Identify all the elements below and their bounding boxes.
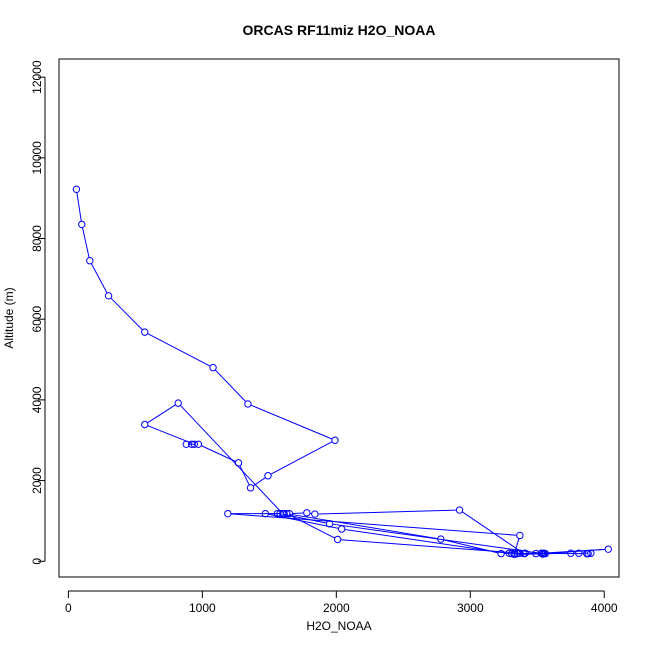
data-point (78, 220, 86, 229)
data-point (276, 509, 284, 518)
series-segment (283, 513, 327, 524)
series-segment (289, 513, 438, 540)
series-segment (517, 552, 568, 555)
data-point (141, 328, 149, 336)
data-point (224, 509, 232, 518)
x-tick-label: 1000 (189, 601, 216, 615)
y-tick-label: 2000 (30, 467, 44, 494)
y-tick-label: 0 (30, 558, 44, 565)
data-point (331, 436, 339, 444)
plot-frame (58, 58, 620, 578)
y-tick-label: 12000 (30, 60, 44, 94)
series-segment (147, 333, 211, 367)
x-axis-label: H2O_NOAA (306, 619, 371, 633)
series-segment (76, 192, 82, 222)
series-segment (289, 514, 336, 539)
data-point (575, 549, 583, 557)
series-segment (110, 297, 143, 331)
series-layer (72, 185, 612, 559)
data-point (303, 509, 311, 517)
series-segment (201, 445, 236, 462)
series-segment (250, 404, 333, 440)
data-point (72, 185, 81, 194)
series-segment (344, 528, 512, 555)
y-tick-label: 10000 (30, 141, 44, 175)
data-point (190, 440, 199, 448)
series-segment (461, 511, 522, 553)
y-tick-label: 4000 (30, 386, 44, 413)
data-point (437, 535, 445, 543)
series-segment (147, 425, 192, 444)
data-point (455, 506, 464, 514)
data-point (311, 510, 319, 518)
series-segment (230, 513, 517, 536)
data-point (234, 459, 243, 467)
data-point (244, 400, 252, 408)
data-point (567, 549, 575, 557)
data-point (273, 509, 282, 518)
data-point (337, 525, 346, 533)
data-point (182, 440, 190, 448)
data-point (325, 520, 334, 528)
data-point (285, 509, 294, 518)
data-point (246, 484, 255, 492)
series-segment (90, 263, 108, 294)
series-segment (548, 548, 606, 554)
y-axis-label: Altitude (m) (2, 287, 16, 348)
data-point (540, 549, 548, 558)
data-point (187, 440, 196, 448)
data-point (584, 549, 592, 558)
data-point (333, 535, 342, 544)
data-point (86, 257, 94, 265)
y-tick-label: 6000 (30, 306, 44, 333)
data-point (104, 292, 113, 300)
axes-layer: 0 1000 2000 3000 4000 0 2000 4000 6000 8000 10000 1… (30, 60, 618, 615)
data-point (587, 549, 595, 557)
series-segment (214, 369, 247, 402)
series-segment (292, 512, 304, 515)
data-point (532, 549, 540, 558)
data-point (264, 472, 272, 480)
chart-title: ORCAS RF11miz H2O_NOAA (243, 22, 436, 38)
x-tick-label: 4000 (591, 601, 618, 615)
data-point (516, 549, 524, 557)
series-segment (147, 404, 176, 424)
data-point (141, 420, 149, 429)
series-segment (180, 405, 281, 512)
data-point (505, 549, 513, 557)
data-point (516, 531, 524, 540)
x-tick-label: 0 (65, 601, 72, 615)
data-point (520, 549, 528, 558)
data-point (508, 549, 516, 558)
series-segment (239, 465, 250, 486)
x-tick-label: 3000 (457, 601, 484, 615)
series-segment (270, 441, 333, 475)
series-segment (318, 509, 457, 515)
data-point (261, 509, 270, 518)
y-tick-label: 8000 (30, 225, 44, 252)
series-segment (81, 227, 90, 258)
series-segment (332, 523, 540, 554)
data-point (174, 399, 182, 407)
data-point (497, 549, 505, 558)
x-tick-label: 2000 (323, 601, 350, 615)
data-point (209, 363, 217, 372)
data-point (604, 545, 612, 553)
